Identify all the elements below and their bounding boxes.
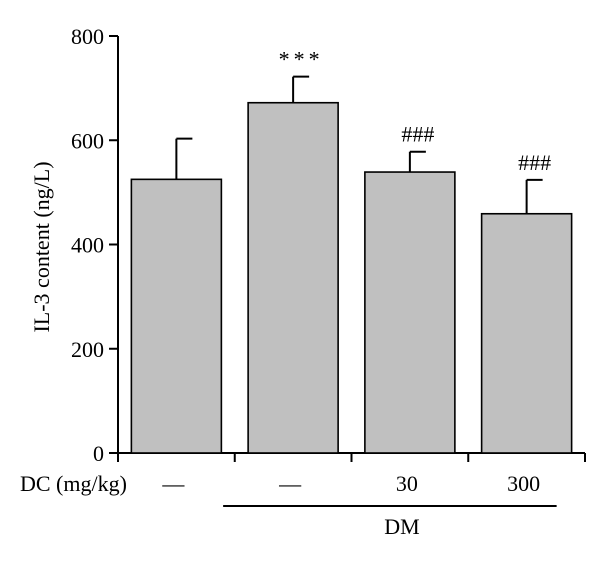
bar xyxy=(247,101,339,454)
bars xyxy=(130,101,573,454)
bar xyxy=(480,212,573,454)
axis-labels: IL-3 content (ng/L) DC (mg/kg) DM xyxy=(20,161,420,539)
significance-label: ### xyxy=(518,150,551,175)
x-tick-label: 30 xyxy=(396,471,418,496)
axes: 0 200 400 600 800 — — 30 300 xyxy=(71,24,586,507)
bar xyxy=(364,171,456,454)
y-tick-label: 800 xyxy=(71,24,104,49)
group-label: DM xyxy=(384,514,419,539)
x-tick-label: — xyxy=(278,471,302,496)
y-tick-label: 0 xyxy=(93,441,104,466)
significance-label: ### xyxy=(401,122,434,147)
bar xyxy=(130,178,223,454)
y-tick-label: 200 xyxy=(71,337,104,362)
significance-label: *** xyxy=(279,47,324,72)
y-tick-label: 600 xyxy=(71,128,104,153)
dose-row-label: DC (mg/kg) xyxy=(20,471,127,496)
x-tick-label: — xyxy=(161,471,185,496)
y-tick-label: 400 xyxy=(71,233,104,258)
error-bars xyxy=(175,75,543,214)
y-axis-label: IL-3 content (ng/L) xyxy=(29,161,54,332)
significance-annotations: *** ### ### xyxy=(279,47,552,175)
x-tick-label: 300 xyxy=(507,471,540,496)
